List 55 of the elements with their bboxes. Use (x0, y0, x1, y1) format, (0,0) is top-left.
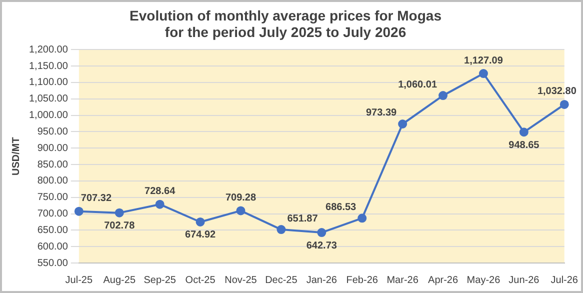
point (276, 225, 286, 234)
chart-title: Evolution of monthly average prices for Mogas for the period July 2025 to July 2026 (130, 7, 442, 40)
point (519, 128, 528, 137)
y-tick-label: 800.00 (37, 176, 68, 187)
data-label: 674.92 (184, 230, 216, 241)
point (196, 217, 205, 226)
y-tick-label: 1,150.00 (28, 60, 68, 72)
point (317, 228, 326, 238)
point (74, 206, 84, 216)
y-tick-label: 1,050.00 (28, 94, 68, 105)
point (478, 69, 488, 78)
data-label: 973.39 (366, 108, 397, 119)
point (438, 91, 448, 100)
data-label: 651.87 (287, 213, 318, 224)
data-label: 709.28 (225, 192, 256, 204)
y-tick-label: 1,000.00 (28, 110, 68, 122)
data-label: 1,127.09 (464, 55, 504, 66)
data-label: 1,032.80 (537, 86, 577, 98)
y-tick-label: 950.00 (37, 126, 68, 138)
y-tick-label: 850.00 (37, 159, 68, 170)
point (560, 100, 569, 109)
point (155, 200, 164, 209)
x-tick-label: Dec-25 (265, 274, 298, 286)
point (236, 206, 246, 216)
y-tick-label: 1,100.00 (28, 77, 68, 88)
x-tick-label: Nov-25 (224, 274, 258, 286)
data-label: 686.53 (326, 202, 357, 213)
y-tick-label: 900.00 (37, 142, 68, 154)
x-tick-label: Aug-25 (103, 274, 136, 286)
point (358, 214, 367, 223)
x-tick-label: Oct-25 (185, 274, 216, 286)
point (398, 120, 408, 128)
y-tick-label: 650.00 (37, 224, 68, 236)
y-tick-label: 700.00 (37, 208, 68, 220)
data-label: 702.78 (104, 220, 136, 232)
y-tick-label: 600.00 (37, 241, 68, 252)
y-axis-title: USD/MT (10, 137, 22, 176)
data-label: 707.32 (80, 193, 112, 204)
y-tick-label: 550.00 (37, 258, 68, 269)
x-tick-label: Apr-26 (428, 274, 458, 286)
x-tick-label: Jul-25 (65, 274, 93, 286)
data-label: 642.73 (306, 240, 338, 252)
x-tick-label: Jan-26 (306, 274, 338, 286)
y-tick-label: 750.00 (37, 192, 68, 204)
x-tick-label: Jul-26 (550, 274, 578, 286)
x-tick-label: Feb-26 (346, 274, 378, 286)
data-label: 728.64 (144, 186, 176, 198)
x-tick-label: Sep-25 (144, 274, 176, 286)
x-tick-label: May-26 (466, 274, 501, 286)
y-tick-label: 1,200.00 (28, 44, 68, 56)
x-tick-label: Mar-26 (386, 274, 419, 286)
point (114, 208, 124, 218)
x-tick-label: Jun-26 (508, 274, 540, 286)
data-label: 948.65 (508, 140, 540, 151)
data-label: 1,060.01 (398, 79, 438, 90)
